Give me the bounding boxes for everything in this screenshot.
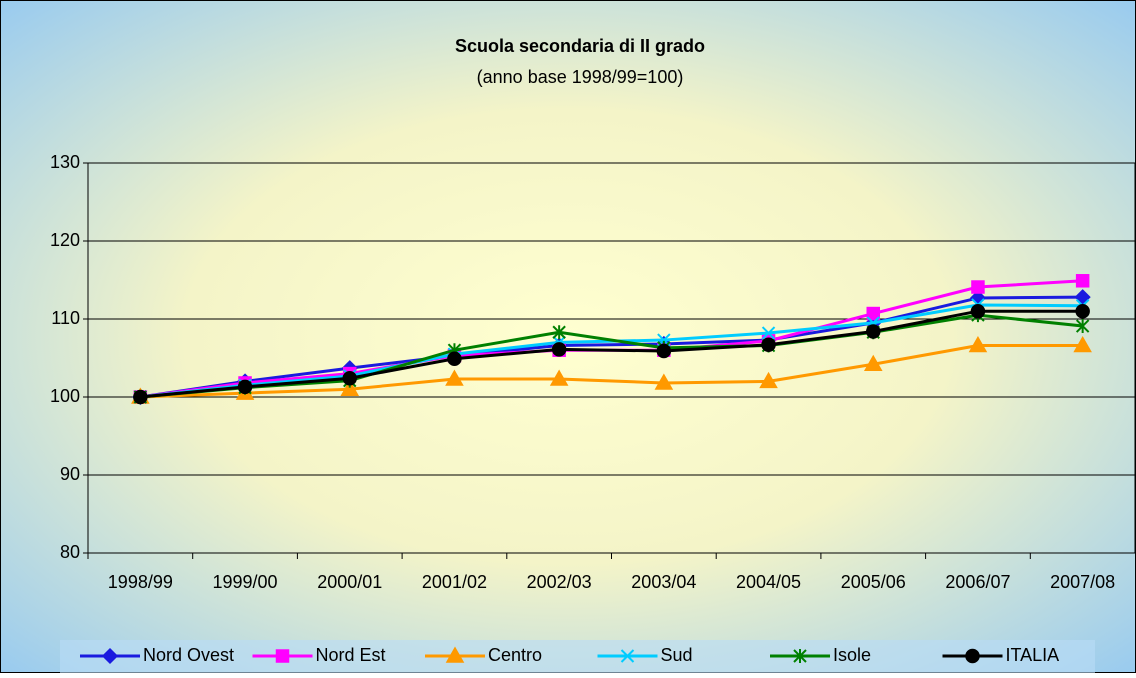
series-line (140, 313, 1083, 399)
legend-label: Nord Est (316, 645, 386, 665)
marker (971, 280, 985, 294)
legend-label: Nord Ovest (143, 645, 234, 665)
marker (965, 648, 980, 664)
x-tick-label: 2005/06 (841, 572, 906, 592)
x-tick-label: 2000/01 (317, 572, 382, 592)
marker (968, 336, 988, 353)
marker (620, 649, 635, 663)
marker (445, 646, 465, 663)
y-tick-label: 110 (51, 308, 80, 328)
marker (761, 337, 776, 352)
marker (133, 389, 148, 405)
y-tick-label: 120 (50, 230, 80, 250)
x-tick-label: 2002/03 (527, 572, 592, 592)
marker (866, 306, 880, 321)
marker (275, 649, 290, 663)
marker (237, 379, 253, 395)
marker (1075, 303, 1090, 319)
marker (1075, 274, 1090, 288)
marker (1075, 319, 1090, 334)
marker (1073, 336, 1092, 353)
marker (551, 342, 567, 357)
marker (342, 371, 357, 386)
marker (863, 354, 883, 371)
x-tick-label: 2003/04 (631, 572, 696, 592)
marker (445, 369, 464, 386)
x-tick-label: 2006/07 (945, 572, 1010, 592)
legend-label: Sud (661, 645, 693, 665)
chart-subtitle: (anno base 1998/99=100) (477, 67, 684, 87)
series-line (140, 295, 1083, 399)
marker (549, 369, 569, 386)
marker (656, 343, 672, 359)
legend-label: ITALIA (1006, 645, 1060, 665)
legend-background (60, 640, 1095, 673)
x-tick-label: 2007/08 (1050, 572, 1115, 592)
marker (101, 647, 119, 665)
marker (654, 373, 674, 390)
legend-label: Centro (488, 645, 542, 665)
series-line (140, 309, 1083, 399)
marker (447, 351, 462, 367)
legend-label: Isole (833, 645, 871, 665)
marker (759, 371, 778, 389)
chart-title: Scuola secondaria di II grado (455, 36, 705, 56)
marker (970, 303, 986, 319)
marker (340, 379, 360, 396)
y-tick-label: 100 (50, 386, 80, 406)
marker (761, 326, 776, 340)
x-tick-label: 1999/00 (213, 572, 278, 592)
x-tick-label: 2001/02 (422, 572, 487, 592)
y-tick-label: 90 (60, 464, 80, 484)
marker (793, 649, 807, 663)
x-tick-label: 2004/05 (736, 572, 801, 592)
y-tick-label: 130 (50, 152, 80, 172)
x-tick-label: 1998/99 (108, 572, 173, 592)
marker (866, 324, 881, 339)
marker (552, 325, 566, 340)
series-line (140, 344, 1083, 399)
y-tick-label: 80 (60, 542, 80, 562)
